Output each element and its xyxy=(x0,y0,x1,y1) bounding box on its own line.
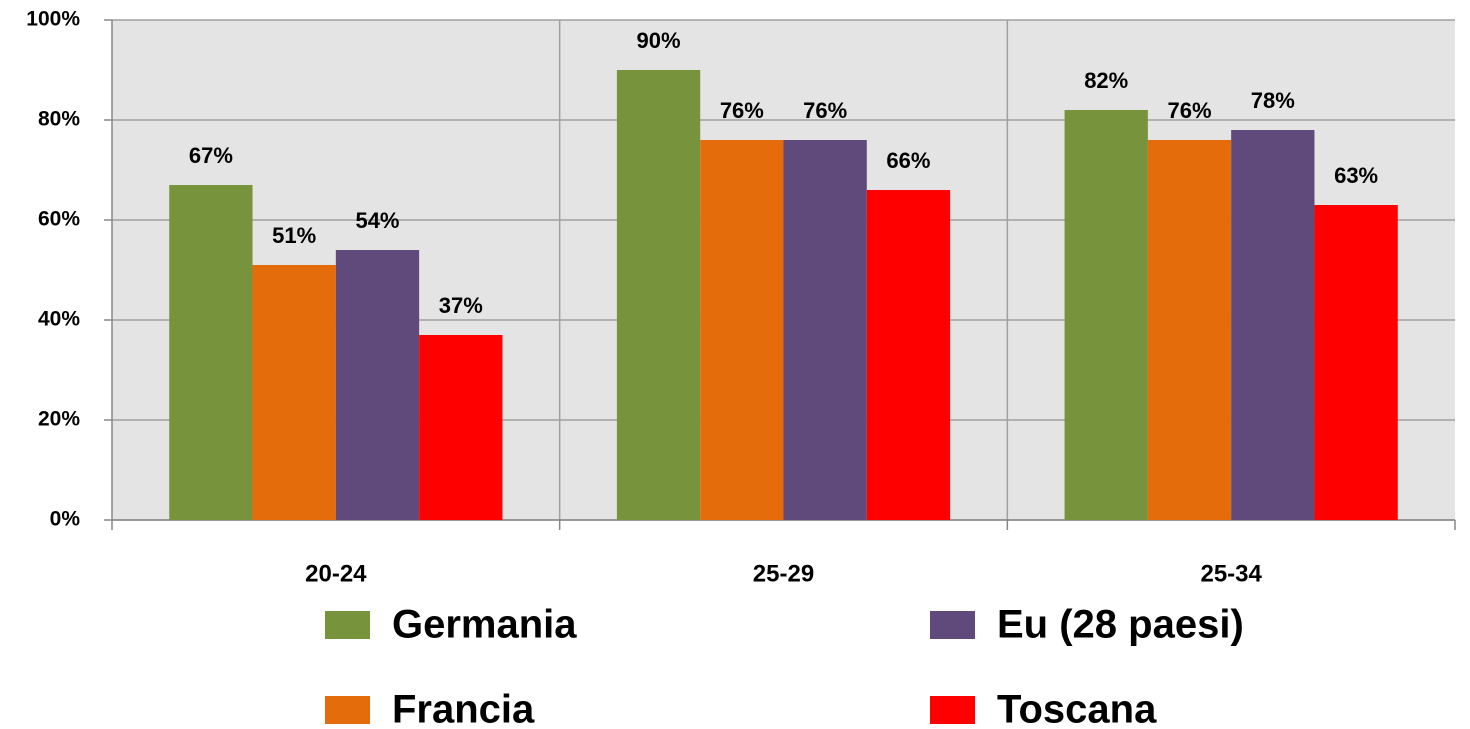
bar xyxy=(1064,110,1148,520)
bar xyxy=(1231,130,1315,520)
x-tick-label: 20-24 xyxy=(305,560,367,587)
data-label: 67% xyxy=(189,143,233,168)
y-tick-label: 80% xyxy=(38,108,80,131)
legend-label: Eu (28 paesi) xyxy=(997,603,1244,647)
data-label: 90% xyxy=(637,28,681,53)
bar xyxy=(335,250,420,520)
legend-swatch xyxy=(325,696,370,724)
bar xyxy=(700,140,784,520)
y-tick-label: 0% xyxy=(50,508,81,531)
data-label: 76% xyxy=(1167,98,1211,123)
y-tick-label: 40% xyxy=(38,308,80,331)
x-tick-label: 25-34 xyxy=(1200,560,1262,587)
legend-swatch xyxy=(325,611,370,639)
data-label: 76% xyxy=(803,98,847,123)
bar xyxy=(1314,205,1398,520)
data-label: 51% xyxy=(272,223,316,248)
legend-label: Germania xyxy=(392,603,577,647)
bar xyxy=(783,140,867,520)
bar xyxy=(866,190,951,520)
bar xyxy=(419,335,503,520)
bar xyxy=(616,70,701,520)
bar xyxy=(252,265,336,520)
y-tick-label: 20% xyxy=(38,408,80,431)
data-label: 78% xyxy=(1251,88,1295,113)
legend-label: Francia xyxy=(392,688,535,729)
data-label: 76% xyxy=(720,98,764,123)
data-label: 82% xyxy=(1084,68,1128,93)
legend-label: Toscana xyxy=(997,688,1157,729)
data-label: 37% xyxy=(439,293,483,318)
bar xyxy=(169,185,253,520)
legend-swatch xyxy=(930,696,975,724)
y-tick-label: 60% xyxy=(38,208,80,231)
y-tick-label: 100% xyxy=(26,8,80,31)
bar xyxy=(1147,140,1232,520)
x-tick-label: 25-29 xyxy=(753,560,814,587)
legend-swatch xyxy=(930,611,975,639)
data-label: 54% xyxy=(355,208,399,233)
data-label: 66% xyxy=(886,148,930,173)
data-label: 63% xyxy=(1334,163,1378,188)
